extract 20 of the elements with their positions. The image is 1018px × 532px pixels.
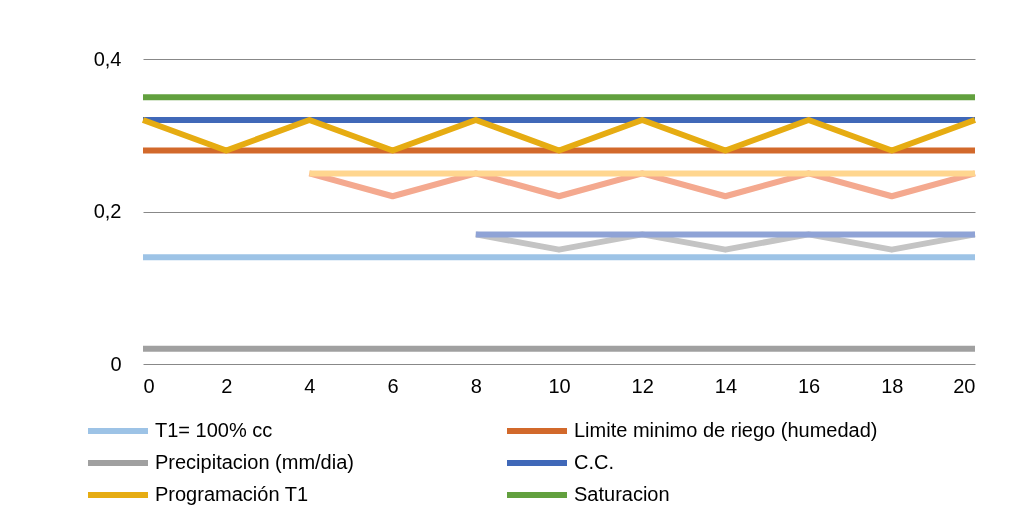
x-tick-label: 12 (631, 374, 654, 397)
x-tick-label: 10 (548, 374, 571, 397)
x-tick-label: 0 (143, 374, 155, 397)
y-tick-label: 0 (110, 352, 122, 375)
y-tick-label: 0,2 (93, 200, 122, 222)
x-tick-label: 20 (953, 374, 976, 397)
legend-label: T1= 100% cc (155, 419, 273, 441)
legend-label: Programación T1 (155, 483, 309, 505)
x-tick-label: 14 (714, 374, 738, 397)
legend-label: C.C. (574, 451, 614, 473)
x-tick-label: 18 (881, 374, 904, 397)
x-tick-label: 8 (470, 374, 482, 397)
x-tick-label: 4 (304, 374, 316, 397)
x-tick-label: 16 (797, 374, 821, 397)
y-tick-label: 0,4 (93, 47, 122, 70)
x-tick-label: 2 (221, 374, 233, 397)
legend-label: Limite minimo de riego (humedad) (574, 419, 878, 441)
legend-label: Saturacion (574, 483, 670, 505)
x-tick-label: 6 (387, 374, 399, 397)
legend-label: Precipitacion (mm/dia) (155, 451, 354, 473)
